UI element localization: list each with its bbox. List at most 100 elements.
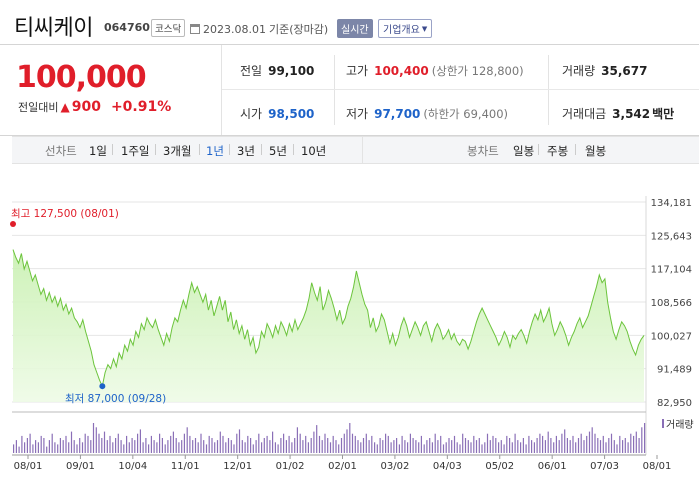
x-tick-label: 05/02 [485, 461, 514, 472]
volume-bar [255, 440, 257, 453]
volume-bar [624, 438, 626, 453]
volume-bar [98, 433, 100, 453]
upper-limit: (상한가 128,800) [431, 63, 524, 78]
tab-3year[interactable]: 3년 [237, 144, 255, 158]
tab-3month[interactable]: 3개월 [163, 144, 192, 158]
volume-bar [203, 440, 205, 453]
volume-bar [371, 435, 373, 453]
volume-bar [288, 435, 290, 453]
tab-monthly-candle[interactable]: 월봉 [585, 144, 607, 158]
volume-label: 거래량 [562, 64, 596, 78]
volume-bar [299, 433, 301, 453]
y-tick-label: 125,643 [651, 231, 692, 242]
divider [221, 45, 222, 135]
volume-bar [423, 444, 425, 453]
volume-bar [316, 425, 318, 453]
volume-bar [216, 440, 219, 453]
low-cell: 저가 97,700 (하한가 69,400) [346, 105, 508, 122]
volume-bar [577, 438, 580, 453]
x-tick-label: 08/01 [643, 461, 672, 472]
volume-bar [429, 438, 431, 453]
volume-bar [459, 444, 461, 453]
volume-bar [506, 435, 508, 453]
volume-bar [475, 440, 478, 453]
volume-bar [349, 423, 351, 453]
volume-bar [318, 435, 321, 453]
volume-bar [18, 446, 20, 453]
volume-swatch [662, 419, 664, 428]
volume-bar [583, 440, 585, 453]
tab-1day[interactable]: 1일 [89, 144, 107, 158]
prev-close-label: 전일 [240, 64, 263, 78]
chevron-down-icon: ▼ [421, 24, 428, 33]
divider [334, 55, 335, 125]
current-price: 100,000 [16, 60, 147, 95]
volume-bar [382, 440, 384, 453]
volume-bar [605, 442, 607, 453]
tab-daily-candle[interactable]: 일봉 [513, 144, 535, 158]
volume-bar [192, 440, 194, 453]
volume-bar [222, 435, 224, 453]
volume-bar [277, 444, 279, 453]
volume-bar [263, 438, 265, 453]
tab-5year[interactable]: 5년 [269, 144, 287, 158]
volume-bar [542, 435, 544, 453]
tab-weekly-candle[interactable]: 주봉 [547, 144, 569, 158]
volume-bar [106, 440, 108, 453]
volume-bar [641, 427, 643, 453]
volume-bar [142, 442, 144, 453]
volume-bar [531, 440, 533, 453]
volume-bar [354, 435, 356, 453]
volume-bar [561, 433, 563, 453]
volume-bar [54, 442, 56, 453]
volume-bar [79, 438, 81, 453]
calendar-icon [190, 24, 200, 34]
volume-bar [351, 433, 354, 453]
volume-bar [32, 444, 34, 453]
volume-bar [627, 442, 629, 453]
volume-bar [547, 431, 549, 453]
volume-bar [241, 440, 243, 453]
volume-bar [343, 433, 345, 453]
volume-bar [120, 440, 122, 453]
volume-bar [137, 433, 139, 453]
tab-10year[interactable]: 10년 [301, 144, 327, 158]
volume-bar [550, 438, 552, 453]
volume-bar [404, 440, 406, 453]
volume-bar [37, 442, 39, 453]
divider [575, 144, 576, 155]
volume-bar [393, 440, 395, 453]
volume-bar [139, 429, 141, 453]
volume-bar [302, 440, 304, 453]
line-chart-label: 선차트 [45, 144, 77, 158]
x-tick-label: 04/03 [433, 461, 462, 472]
volume-bar [470, 442, 472, 453]
volume-bar [101, 438, 103, 453]
tab-1week[interactable]: 1주일 [121, 144, 150, 158]
volume-bar [635, 431, 637, 453]
low-marker [99, 383, 106, 390]
volume-bar [161, 438, 163, 453]
volume-bar [68, 442, 70, 453]
date-suffix: 기준(장마감) [268, 23, 329, 36]
volume-value: 35,677 [601, 63, 648, 78]
company-info-button[interactable]: 기업개요 ▼ [378, 19, 433, 38]
volume-bar [164, 444, 166, 453]
volume-bar [610, 433, 613, 453]
volume-bar [407, 442, 409, 453]
volume-bar [148, 444, 150, 453]
volume-bar [409, 433, 411, 453]
volume-bar [153, 440, 155, 453]
realtime-button[interactable]: 실시간 [337, 19, 373, 38]
volume-bar [115, 438, 117, 453]
volume-bar [553, 442, 555, 453]
volume-bar [495, 438, 497, 453]
volume-bar [90, 440, 92, 453]
tab-1year[interactable]: 1년 [206, 144, 224, 158]
volume-bar [227, 438, 230, 453]
stock-code: 064760 [104, 21, 150, 34]
triangle-up-icon: ▲ [60, 100, 70, 114]
price-chart: 134,181 125,643 117,104 108,566 100,027 91,48… [10, 196, 692, 472]
volume-bar [451, 440, 453, 453]
volume-bar [533, 442, 535, 453]
